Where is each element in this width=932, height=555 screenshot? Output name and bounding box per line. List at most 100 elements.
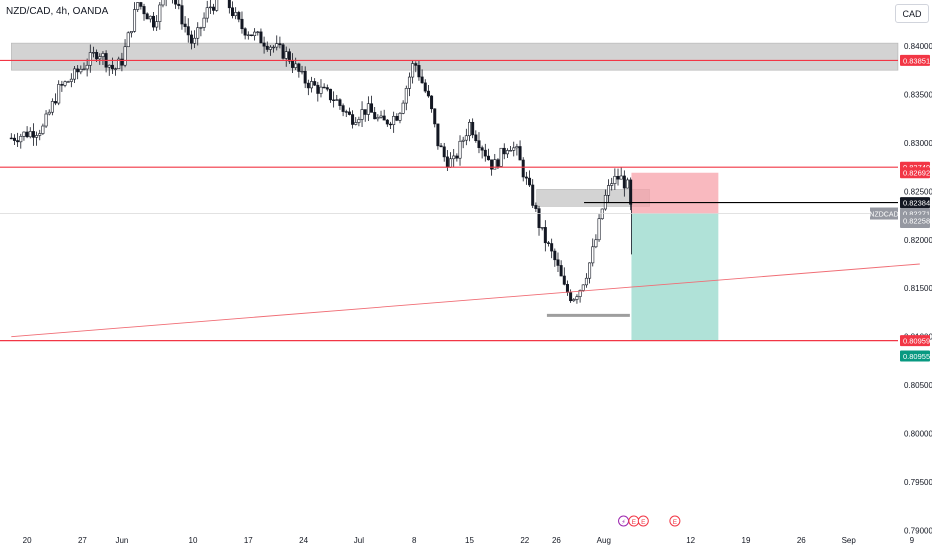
time-axis[interactable]: 20 27 Jun 10 17 24 Jul 8 15 22 26 Aug 12 19 26 Sep 9 — [23, 536, 915, 545]
candle-162 — [521, 157, 525, 182]
candle-body — [442, 146, 446, 158]
candle-body — [540, 227, 544, 229]
candle-body — [518, 146, 522, 161]
candle-140 — [452, 148, 456, 167]
candle-body — [594, 239, 598, 248]
candle-91 — [297, 62, 301, 78]
candle-body — [341, 105, 345, 112]
candle-body — [54, 101, 58, 104]
candle-117 — [379, 110, 383, 119]
candle-145 — [467, 119, 471, 142]
candle-body — [98, 56, 102, 60]
candle-187 — [600, 208, 604, 220]
candle-148 — [477, 132, 481, 154]
candle-body — [19, 136, 23, 143]
candle-body — [25, 131, 29, 138]
candle-55 — [183, 16, 187, 33]
candle-body — [395, 115, 399, 121]
candle-body — [515, 146, 519, 149]
candle-body — [537, 208, 541, 228]
candle-body — [158, 4, 162, 22]
candle-58 — [193, 30, 197, 49]
candle-158 — [509, 146, 513, 152]
candle-body — [107, 64, 111, 68]
trend-line — [11, 263, 920, 338]
candle-body — [322, 86, 326, 89]
candle-144 — [464, 128, 468, 146]
candle-body — [202, 17, 206, 28]
candle-body — [142, 6, 146, 15]
candle-body — [287, 51, 291, 62]
candle-172 — [553, 248, 557, 267]
event-marker-0[interactable]: ⚡ — [618, 515, 630, 527]
symbol-title[interactable]: NZD/CAD, 4h, OANDA — [6, 6, 109, 17]
price-tag-box-3 — [900, 197, 930, 209]
currency-button[interactable]: CAD — [895, 4, 929, 23]
candle-88 — [287, 48, 291, 64]
event-marker-2[interactable]: E — [637, 515, 649, 527]
candle-98 — [319, 79, 323, 98]
symbol-tag-label: NZDCAD — [869, 212, 898, 219]
candle-85 — [278, 36, 282, 49]
candle-body — [145, 13, 149, 20]
candle-body — [114, 68, 118, 70]
candle-body — [357, 119, 361, 123]
candle-body — [629, 179, 633, 205]
candle-193 — [619, 167, 623, 180]
candle-159 — [512, 141, 516, 157]
candle-72 — [237, 10, 241, 23]
x-tick-label-1: 27 — [78, 536, 87, 545]
candle-116 — [376, 114, 380, 122]
candle-body — [313, 81, 317, 86]
candle-102 — [332, 91, 336, 108]
candle-body — [129, 31, 133, 34]
candle-body — [117, 58, 121, 70]
candle-body — [57, 84, 61, 104]
candle-body — [199, 27, 203, 29]
candle-body — [354, 122, 358, 125]
candle-body — [423, 82, 427, 92]
candle-body — [404, 88, 408, 104]
candle-body — [496, 159, 500, 167]
candle-0 — [9, 133, 13, 140]
candle-body — [237, 12, 241, 20]
candle-body — [28, 131, 32, 138]
candle-75 — [246, 31, 250, 40]
candle-189 — [607, 179, 611, 203]
candle-body — [543, 227, 547, 244]
zones-layer — [11, 42, 899, 207]
candle-body — [467, 121, 471, 137]
candle-64 — [212, 3, 216, 15]
candle-34 — [117, 56, 121, 70]
candle-body — [366, 103, 370, 115]
candle-body — [575, 296, 579, 300]
candle-body — [461, 139, 465, 142]
candles-layer — [9, 0, 633, 304]
candle-body — [272, 46, 276, 49]
candle-body — [278, 43, 282, 46]
events-layer[interactable]: ⚡ E E E — [618, 515, 681, 527]
candle-body — [16, 140, 20, 143]
candle-body — [382, 115, 386, 121]
candle-body — [328, 88, 332, 101]
event-marker-3[interactable]: E — [669, 515, 681, 527]
candle-body — [139, 2, 143, 7]
candle-body — [439, 145, 443, 148]
candle-163 — [524, 171, 528, 185]
candle-body — [430, 95, 434, 110]
candle-body — [82, 68, 86, 71]
candle-body — [625, 179, 629, 189]
candle-20 — [73, 66, 77, 83]
candle-body — [123, 46, 127, 66]
candle-body — [373, 112, 377, 120]
candle-99 — [322, 83, 326, 89]
take-profit-zone — [631, 213, 719, 341]
event-marker-1[interactable]: E — [628, 515, 640, 527]
candle-151 — [486, 148, 490, 161]
candle-body — [69, 78, 73, 82]
x-tick-label-16: 9 — [910, 536, 915, 545]
candle-body — [177, 3, 181, 6]
